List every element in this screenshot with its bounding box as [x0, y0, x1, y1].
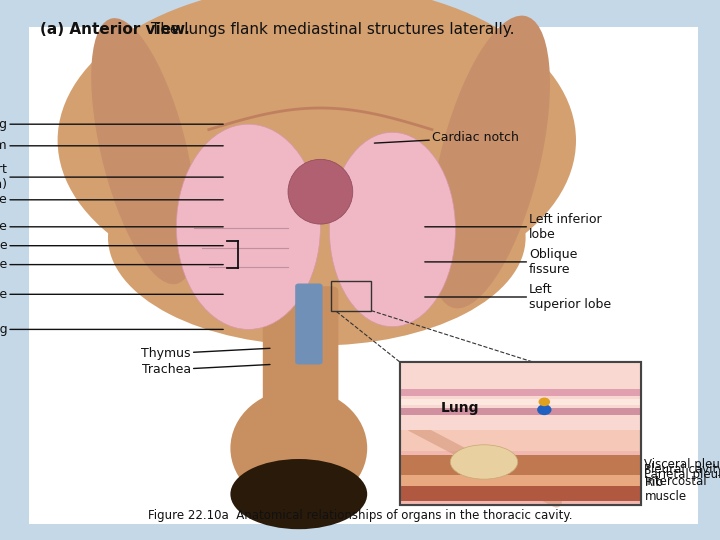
Ellipse shape	[429, 16, 550, 308]
Ellipse shape	[58, 0, 576, 297]
Circle shape	[539, 397, 550, 406]
Bar	[400, 389, 641, 396]
Text: Cardiac notch: Cardiac notch	[374, 131, 519, 144]
Ellipse shape	[91, 18, 197, 284]
Text: Left inferior
lobe: Left inferior lobe	[425, 213, 602, 241]
Ellipse shape	[288, 159, 353, 224]
Text: Diaphragm: Diaphragm	[0, 139, 223, 152]
Text: Heart
(in mediastinum): Heart (in mediastinum)	[0, 163, 223, 191]
Bar	[400, 362, 641, 505]
Bar	[400, 362, 641, 430]
Text: Visceral pleura: Visceral pleura	[644, 457, 720, 471]
Ellipse shape	[176, 124, 320, 329]
Bar	[400, 450, 641, 505]
Text: Base of lung: Base of lung	[0, 118, 223, 131]
Text: The lungs flank mediastinal structures laterally.: The lungs flank mediastinal structures l…	[146, 22, 515, 37]
Text: Pleural cavity: Pleural cavity	[644, 463, 720, 476]
Bar	[400, 475, 641, 487]
Ellipse shape	[230, 389, 367, 508]
Text: Oblique fissure: Oblique fissure	[0, 220, 223, 233]
Text: Apex of lung: Apex of lung	[0, 323, 223, 336]
Text: Horizontal fissure: Horizontal fissure	[0, 258, 223, 271]
Text: Lung: Lung	[441, 401, 479, 415]
Text: Rib: Rib	[644, 476, 663, 489]
Circle shape	[537, 404, 552, 415]
Text: Right superior lobe: Right superior lobe	[0, 288, 223, 301]
Bar	[331, 281, 371, 310]
Text: Oblique
fissure: Oblique fissure	[425, 248, 577, 276]
Bar	[400, 399, 641, 405]
Bar	[400, 455, 641, 475]
Bar	[400, 487, 641, 501]
Text: Figure 22.10a  Anatomical relationships of organs in the thoracic cavity.: Figure 22.10a Anatomical relationships o…	[148, 509, 572, 522]
Text: (a) Anterior view.: (a) Anterior view.	[40, 22, 189, 37]
FancyBboxPatch shape	[263, 286, 338, 405]
Text: Right inferior lobe: Right inferior lobe	[0, 193, 223, 206]
Ellipse shape	[108, 130, 526, 346]
Text: Thymus: Thymus	[141, 347, 270, 360]
Text: Left
superior lobe: Left superior lobe	[425, 283, 611, 311]
Text: Right middle lobe: Right middle lobe	[0, 239, 223, 252]
Text: Trachea: Trachea	[142, 363, 270, 376]
Ellipse shape	[230, 459, 367, 529]
Ellipse shape	[450, 445, 518, 479]
Text: Intercostal
muscle: Intercostal muscle	[644, 475, 707, 503]
Text: Parietal pleura: Parietal pleura	[644, 468, 720, 481]
Bar	[400, 408, 641, 415]
Bar	[400, 362, 641, 505]
Ellipse shape	[330, 132, 456, 327]
FancyBboxPatch shape	[295, 284, 323, 364]
